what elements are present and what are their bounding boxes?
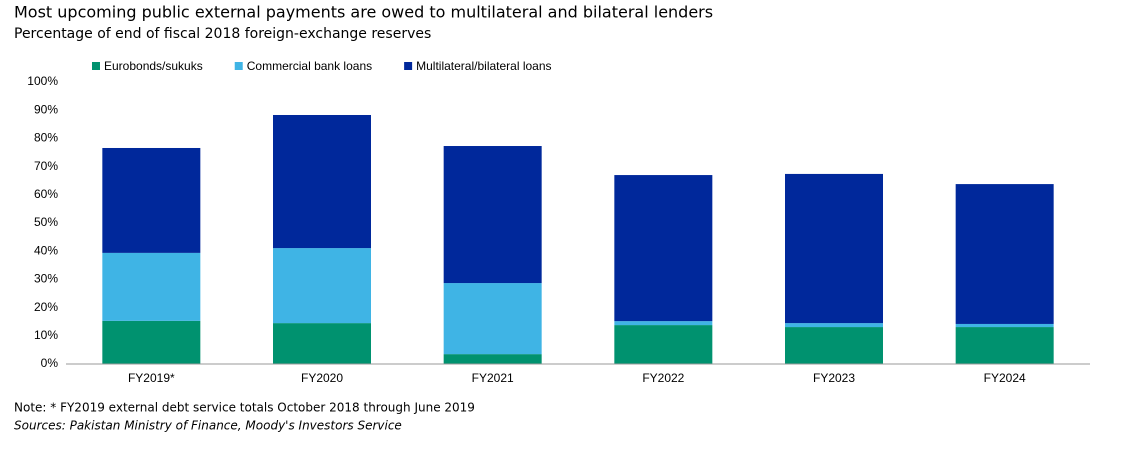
y-tick-label: 90% xyxy=(34,102,58,116)
bar-segment xyxy=(614,175,713,322)
bar-segment xyxy=(443,283,542,355)
y-tick-label: 100% xyxy=(27,74,58,88)
legend-swatch xyxy=(92,62,100,70)
x-tick-label: FY2023 xyxy=(813,371,855,385)
bar-segment xyxy=(102,252,201,321)
bar-segment xyxy=(785,327,883,364)
bar-segment xyxy=(102,147,201,253)
chart-title: Most upcoming public external payments a… xyxy=(14,3,713,22)
legend-swatch xyxy=(234,62,243,70)
legend-label: Commercial bank loans xyxy=(247,59,372,73)
chart-subtitle: Percentage of end of fiscal 2018 foreign… xyxy=(14,26,431,42)
x-tick-label: FY2021 xyxy=(472,371,514,385)
legend-swatch xyxy=(404,62,413,70)
bar-segment xyxy=(614,325,713,364)
legend-label: Multilateral/bilateral loans xyxy=(416,59,551,73)
bar-segment xyxy=(955,327,1054,364)
y-tick-label: 0% xyxy=(41,356,59,370)
x-tick-label: FY2019* xyxy=(128,371,175,385)
bar-segment xyxy=(955,323,1054,328)
y-tick-label: 70% xyxy=(34,159,58,173)
bar-segment xyxy=(955,184,1054,324)
x-tick-label: FY2022 xyxy=(642,371,684,385)
y-tick-label: 20% xyxy=(34,300,58,314)
source: Sources: Pakistan Ministry of Finance, M… xyxy=(14,419,402,433)
bar-segment xyxy=(273,114,371,249)
y-tick-label: 40% xyxy=(34,243,58,257)
y-tick-label: 50% xyxy=(34,215,58,229)
y-tick-label: 60% xyxy=(34,187,58,201)
bar-segment xyxy=(785,173,883,324)
y-tick-label: 10% xyxy=(34,328,58,342)
bar-segment xyxy=(102,320,201,364)
note: Note: * FY2019 external debt service tot… xyxy=(14,401,475,415)
x-tick-label: FY2024 xyxy=(984,371,1026,385)
bar-segment xyxy=(785,323,883,328)
bar-segment xyxy=(614,321,713,326)
y-tick-label: 80% xyxy=(34,131,58,145)
bar-segment xyxy=(443,146,542,284)
x-tick-label: FY2020 xyxy=(301,371,343,385)
legend-label: Eurobonds/sukuks xyxy=(104,59,203,73)
bar-segment xyxy=(273,248,371,324)
y-tick-label: 30% xyxy=(34,272,58,286)
bar-segment xyxy=(443,354,542,364)
bar-segment xyxy=(273,323,371,364)
